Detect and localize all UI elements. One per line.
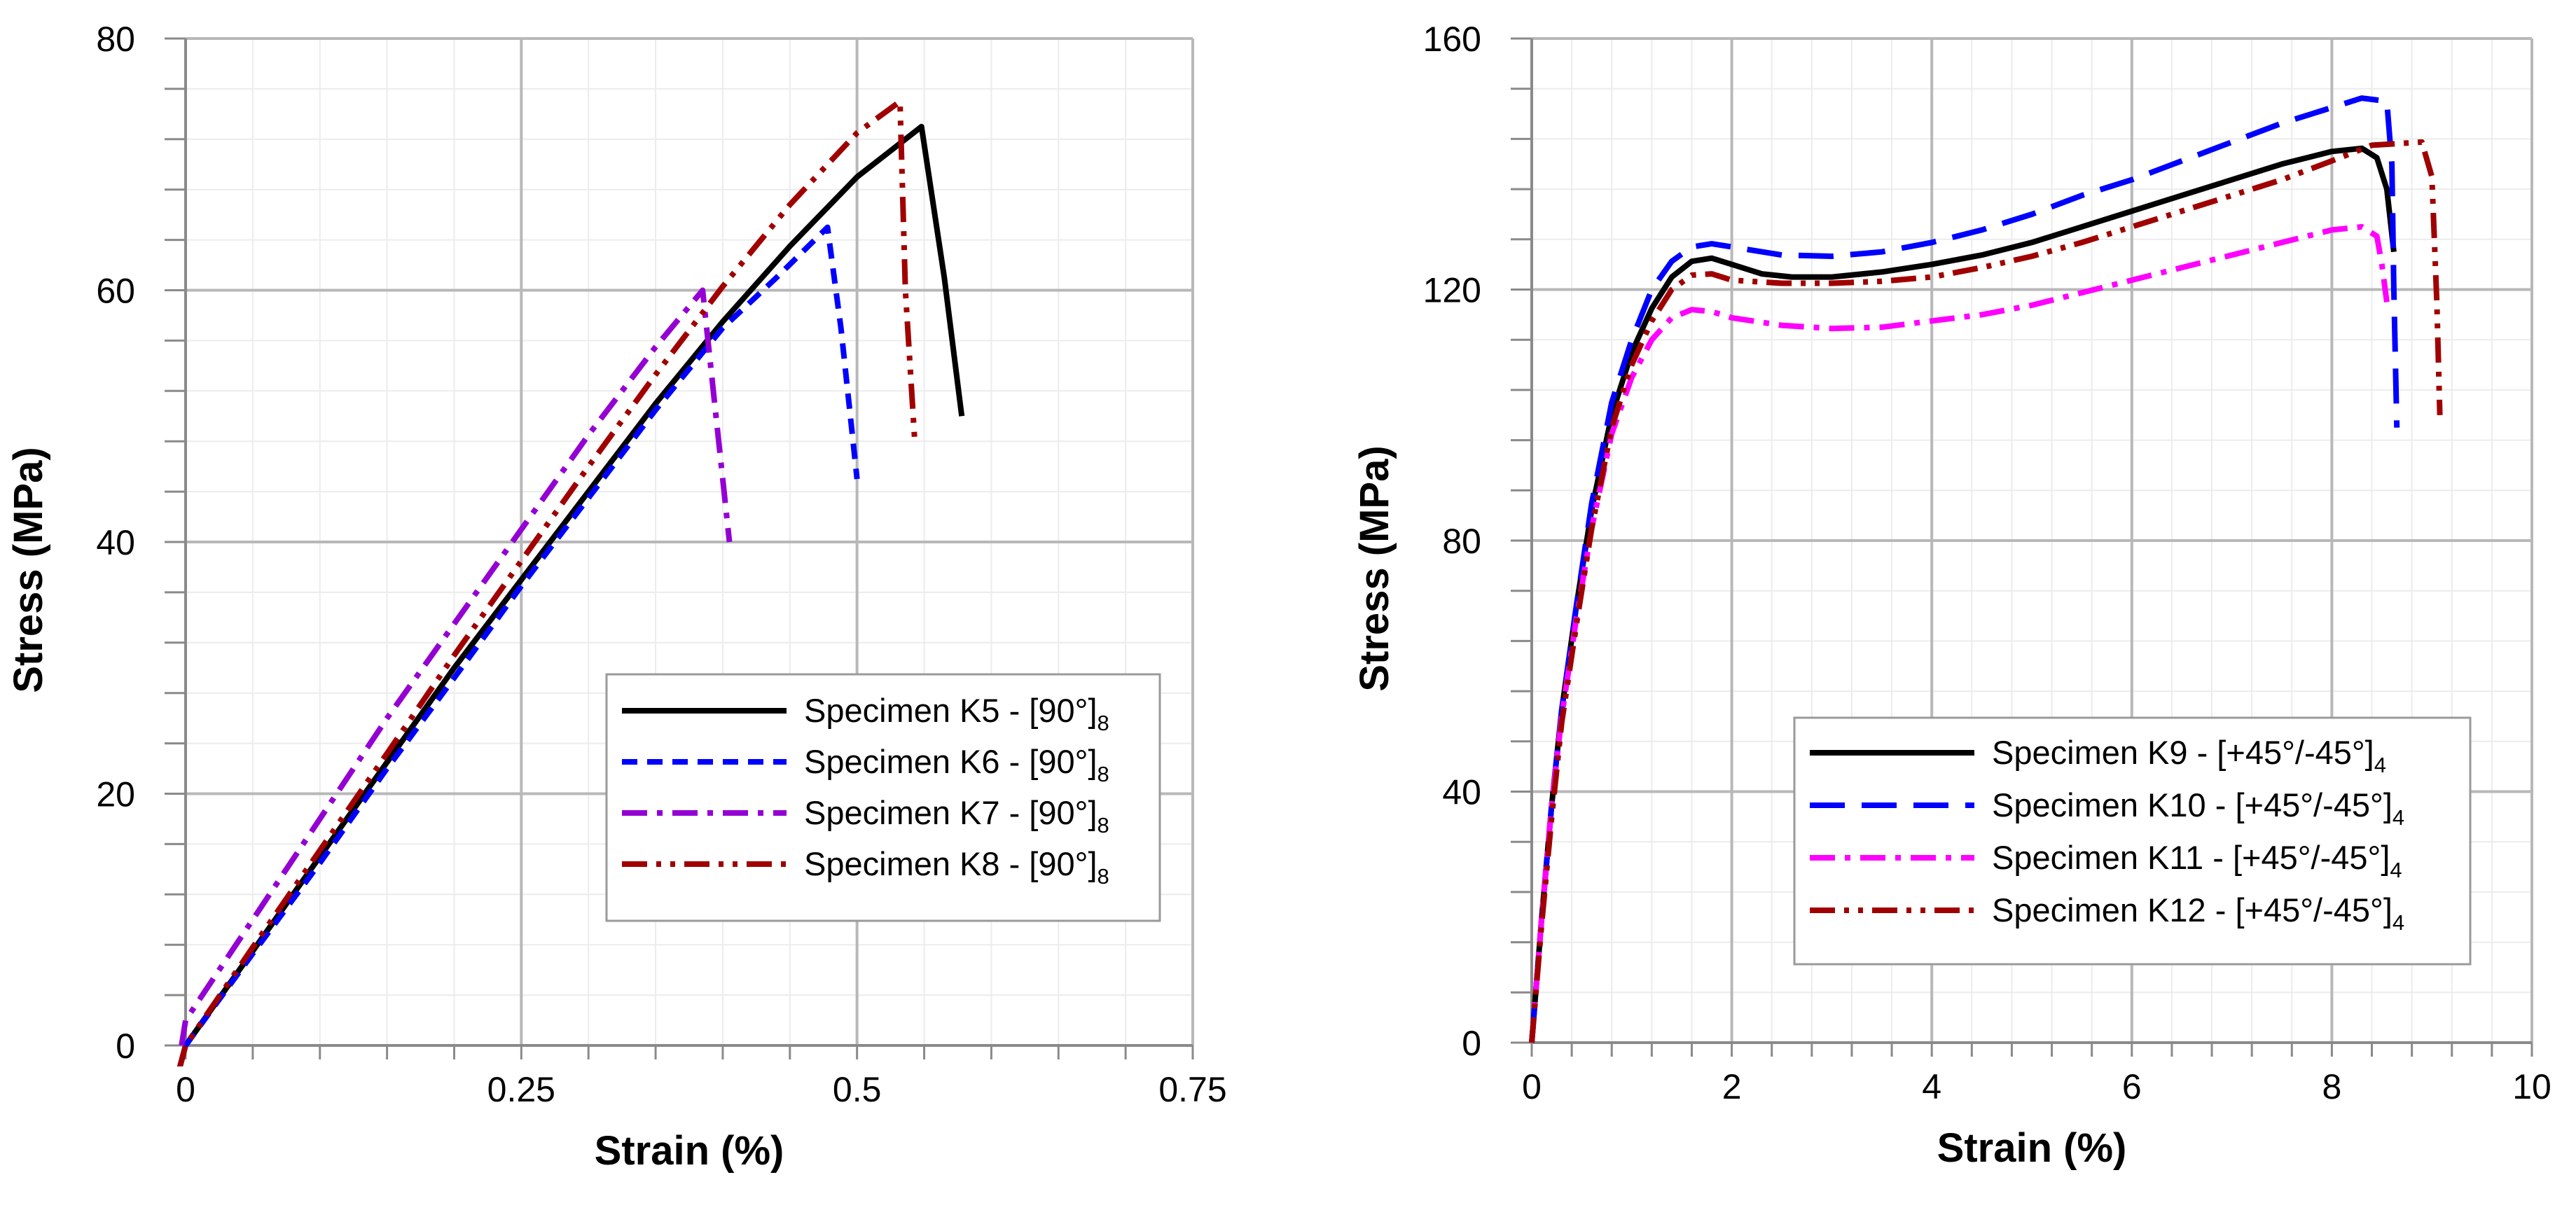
x-tick-label: 6	[2122, 1067, 2142, 1106]
series-line-specimen-k6	[176, 224, 860, 1066]
x-tick-label: 0.25	[487, 1070, 555, 1109]
y-tick-label: 80	[96, 20, 135, 59]
series-group	[1529, 95, 2443, 1043]
y-tick-label: 80	[1442, 522, 1481, 561]
legend-label-specimen-k6: Specimen K6 - [90°]8	[804, 743, 1109, 786]
y-tick-label: 60	[96, 272, 135, 311]
x-tick-label: 0.75	[1158, 1070, 1226, 1109]
legend-box	[1793, 716, 2472, 966]
x-tick-label: 0	[176, 1070, 195, 1109]
legend: Specimen K9 - [+45°/-45°]4 Specimen K10 -…	[1793, 716, 2472, 966]
series-line-specimen-k11	[1529, 223, 2390, 1043]
y-tick-label: 160	[1423, 20, 1481, 59]
y-tick-label: 0	[1462, 1024, 1481, 1063]
series-line-specimen-k8	[176, 98, 918, 1066]
legend-label-specimen-k12: Specimen K12 - [+45°/-45°]4	[1992, 891, 2404, 935]
legend-label-specimen-k8: Specimen K8 - [90°]8	[804, 845, 1109, 889]
legend-label-specimen-k9: Specimen K9 - [+45°/-45°]4	[1992, 734, 2386, 777]
y-tick-label: 40	[96, 523, 135, 562]
series-line-specimen-k10	[1529, 95, 2400, 1043]
y-tick-label: 0	[116, 1027, 135, 1066]
x-tick-label: 4	[1922, 1067, 1941, 1106]
x-tick-label: 2	[1722, 1067, 1742, 1106]
y-axis-title: Stress (MPa)	[1352, 445, 1397, 691]
x-axis-title: Strain (%)	[595, 1128, 784, 1174]
legend-label-specimen-k5: Specimen K5 - [90°]8	[804, 692, 1109, 735]
legend-label-specimen-k11: Specimen K11 - [+45°/-45°]4	[1992, 839, 2402, 882]
left-chart-90-degree-specimens: 0 0.25 0.5 0.75 0 20 40 60 80 Strain (%) Stress (M…	[6, 20, 1227, 1174]
y-tick-label: 120	[1423, 271, 1481, 310]
series-line-specimen-k7	[179, 287, 733, 1046]
y-axis-title: Stress (MPa)	[6, 447, 51, 693]
series-line-specimen-k5	[176, 123, 965, 1066]
y-tick-label: 40	[1442, 773, 1481, 812]
legend-box	[605, 673, 1161, 922]
right-chart-45-degree-specimens: 0 2 4 6 8 10 0 40 80 120 160 Strain (%) Stress (MPa)…	[1352, 20, 2551, 1171]
y-tick-label: 20	[96, 775, 135, 814]
x-tick-label: 10	[2512, 1067, 2551, 1106]
x-tick-label: 0	[1522, 1067, 1542, 1106]
x-tick-label: 0.5	[833, 1070, 882, 1109]
series-group	[176, 98, 965, 1066]
x-tick-label: 8	[2322, 1067, 2341, 1106]
x-axis-title: Strain (%)	[1937, 1125, 2127, 1171]
legend: Specimen K5 - [90°]8 Specimen K6 - [90°]8…	[605, 673, 1161, 922]
legend-label-specimen-k10: Specimen K10 - [+45°/-45°]4	[1992, 786, 2404, 830]
series-line-specimen-k12	[1529, 139, 2443, 1043]
legend-label-specimen-k7: Specimen K7 - [90°]8	[804, 794, 1109, 837]
